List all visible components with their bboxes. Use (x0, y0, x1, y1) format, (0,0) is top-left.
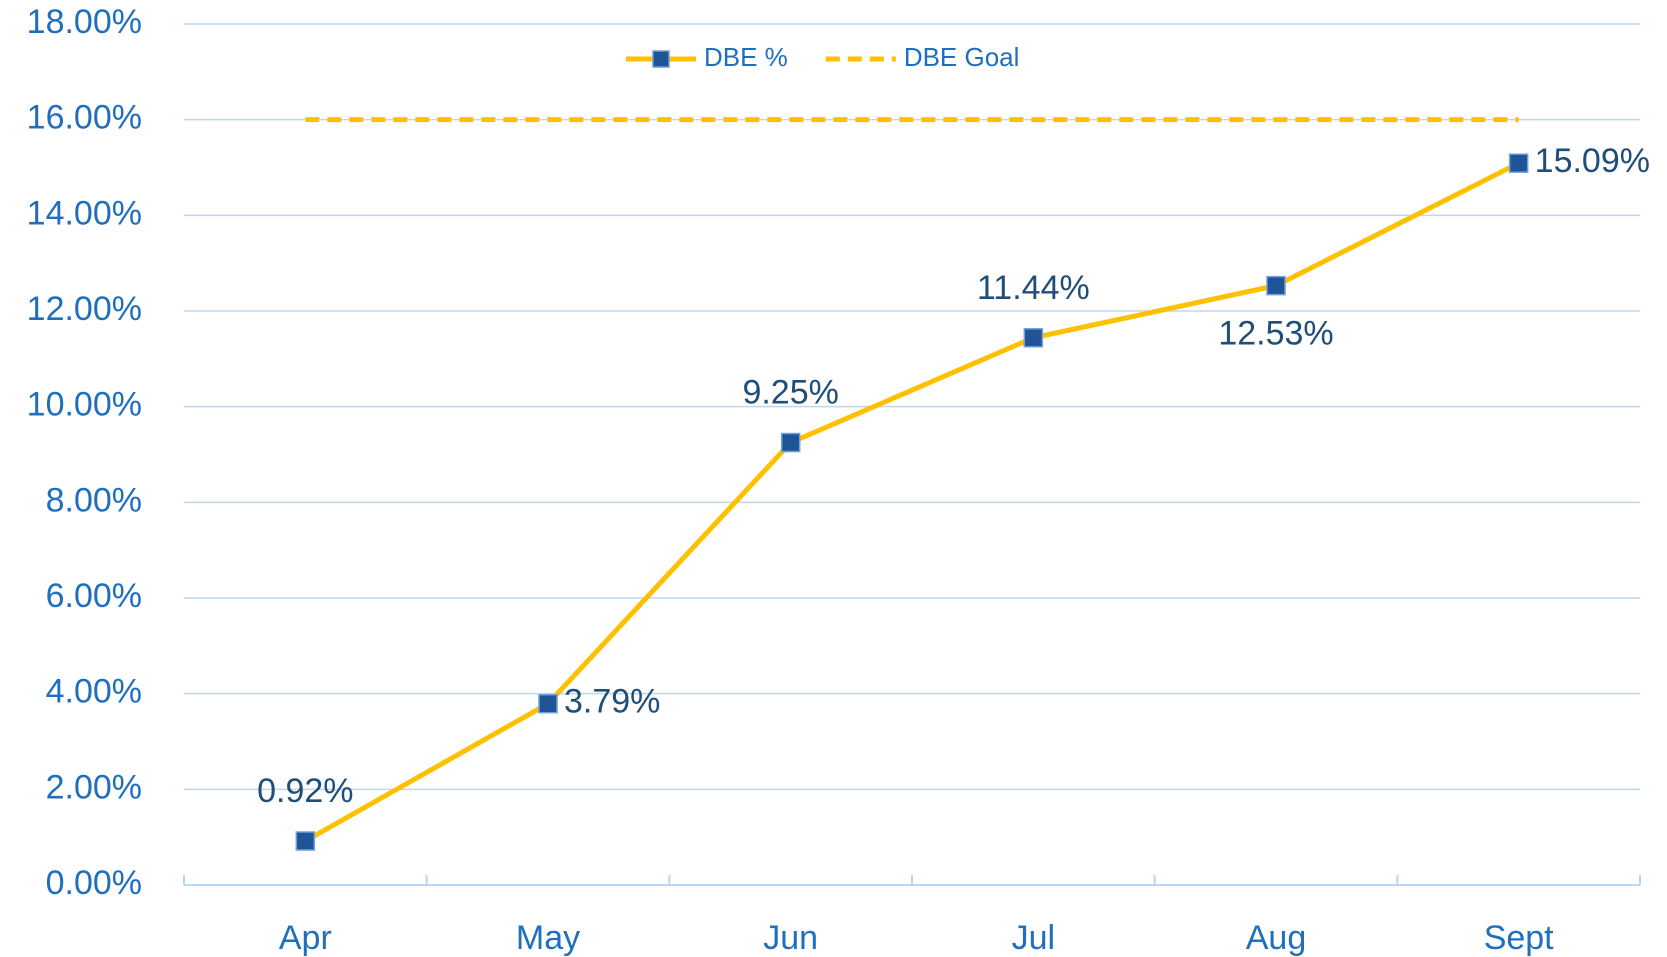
y-tick-label: 18.00% (27, 3, 142, 41)
data-label: 15.09% (1535, 142, 1650, 180)
x-tick-label: Jul (1012, 919, 1055, 957)
marker (295, 831, 316, 851)
legend-label: DBE % (704, 42, 788, 72)
marker (538, 693, 558, 714)
legend-marker (652, 50, 670, 68)
x-tick-label: Aug (1246, 919, 1307, 957)
data-label: 9.25% (742, 374, 838, 412)
marker (1266, 275, 1286, 296)
data-label: 11.44% (977, 269, 1090, 307)
y-tick-label: 8.00% (46, 481, 142, 519)
y-tick-label: 0.00% (46, 864, 142, 902)
y-tick-label: 4.00% (46, 673, 142, 711)
x-tick-label: Jun (763, 919, 818, 957)
legend-label: DBE Goal (904, 42, 1020, 72)
x-tick-label: Apr (279, 919, 332, 957)
y-tick-label: 14.00% (27, 194, 142, 232)
data-label: 0.92% (257, 772, 353, 810)
x-tick-label: Sept (1484, 919, 1554, 957)
x-tick-label: May (516, 919, 580, 957)
y-tick-label: 12.00% (27, 290, 142, 328)
data-label: 3.79% (564, 683, 660, 721)
marker (780, 432, 801, 453)
y-tick-label: 10.00% (27, 386, 142, 424)
y-tick-label: 6.00% (46, 577, 142, 615)
y-tick-label: 16.00% (27, 99, 142, 137)
data-label: 12.53% (1218, 315, 1333, 353)
marker (1508, 153, 1529, 173)
series-line (304, 160, 1520, 844)
marker (1023, 328, 1044, 348)
y-tick-label: 2.00% (46, 768, 142, 806)
